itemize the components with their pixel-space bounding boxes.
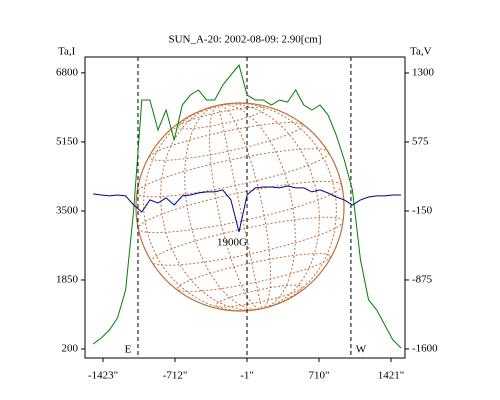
x-tick-label: 1421" xyxy=(378,370,405,382)
y-tick-label: 6800 xyxy=(56,66,79,78)
annotation: W xyxy=(356,344,367,356)
x-tick-label: -712" xyxy=(163,370,188,382)
chart-title: SUN_A-20: 2002-08-09: 2.90[cm] xyxy=(168,34,321,46)
y-tick-label: 200 xyxy=(62,343,79,355)
solar-disk xyxy=(135,102,345,312)
x-tick-label: -1423" xyxy=(88,370,118,382)
y2-tick-label: -150 xyxy=(412,205,433,217)
x-tick-label: 710" xyxy=(309,370,330,382)
y2-tick-label: 1300 xyxy=(412,67,435,79)
y2-tick-label: -1600 xyxy=(412,342,438,354)
data-line xyxy=(92,63,402,349)
y-tick-label: 5150 xyxy=(56,135,79,147)
y-tick-label: 3500 xyxy=(56,204,79,216)
plot-frame xyxy=(84,56,406,359)
annotation: 1900G xyxy=(217,237,247,249)
y2-tick-label: -875 xyxy=(412,273,433,285)
y2-axis-label: Ta,V xyxy=(410,46,432,58)
annotation: E xyxy=(125,344,132,356)
y-tick-label: 1850 xyxy=(56,274,79,286)
data-line xyxy=(93,185,402,233)
y2-tick-label: 575 xyxy=(412,136,429,148)
y-axis-label: Ta,I xyxy=(58,46,76,58)
x-tick-label: -1" xyxy=(240,370,254,382)
